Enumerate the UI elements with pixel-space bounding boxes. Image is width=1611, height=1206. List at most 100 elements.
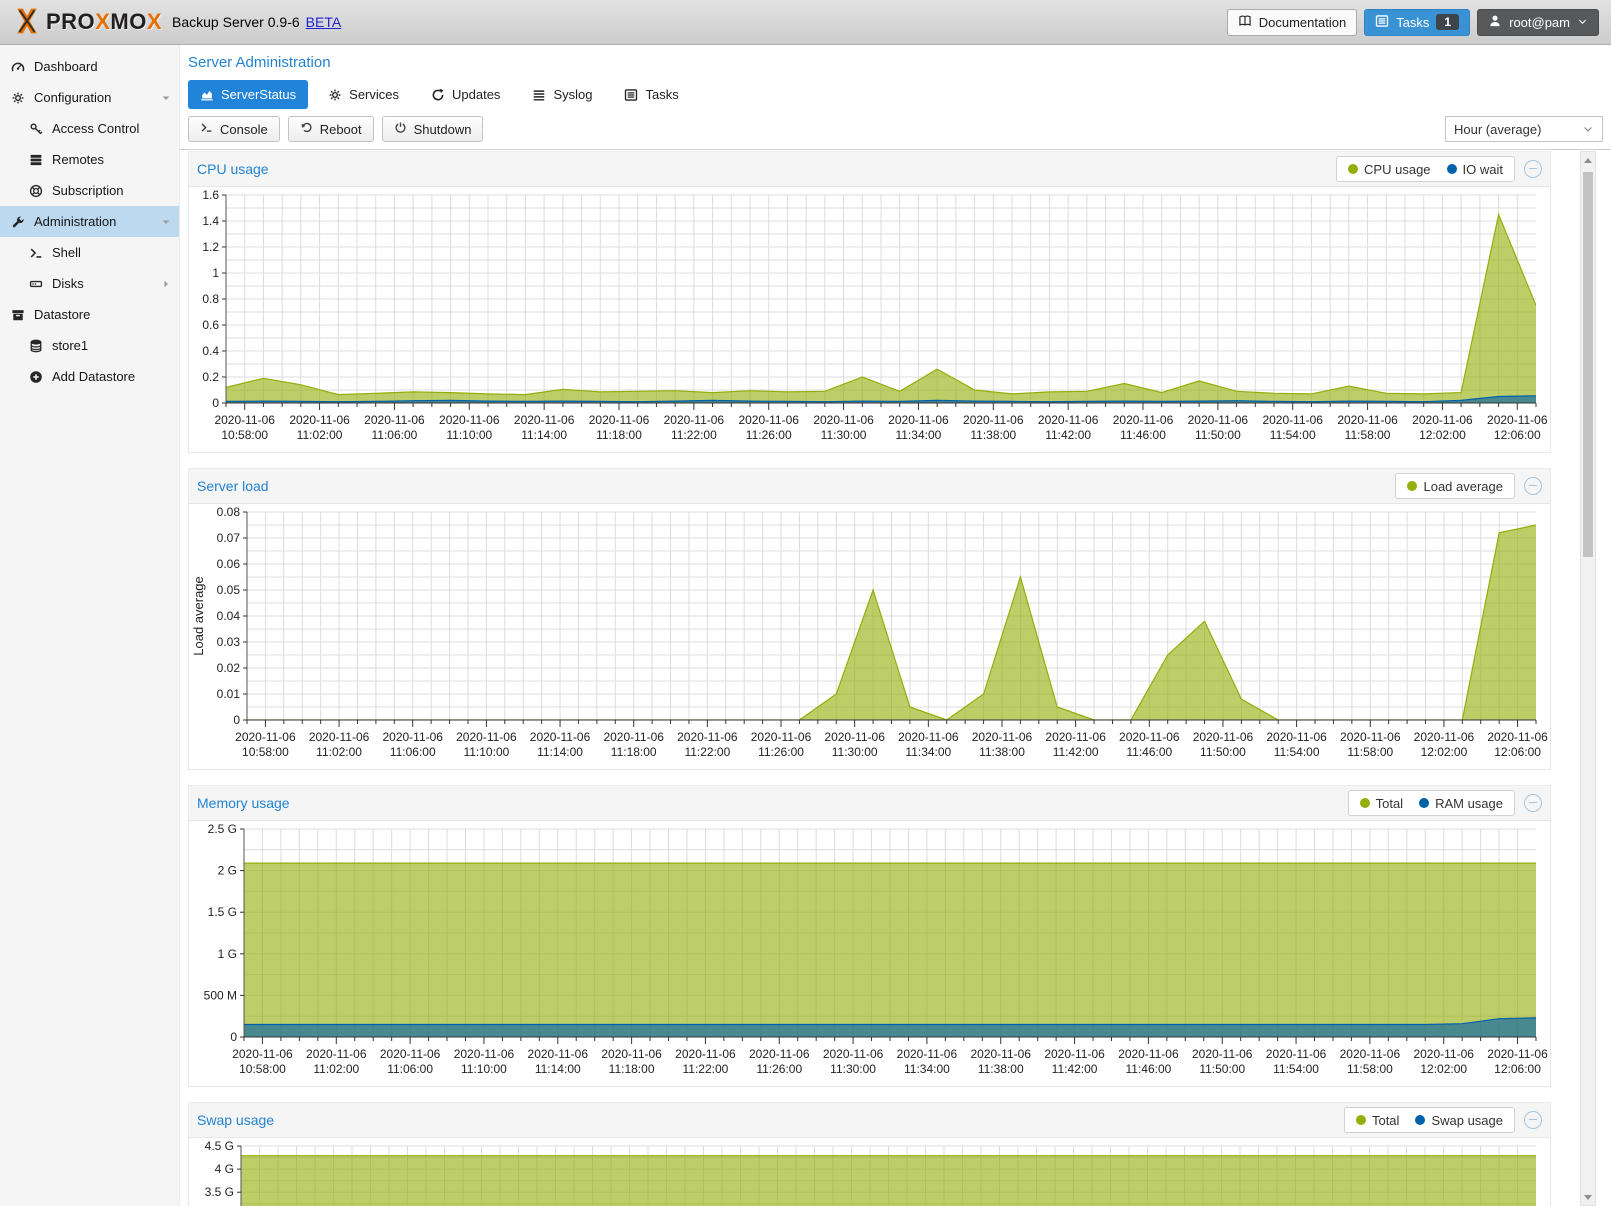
chevron-down-icon xyxy=(1577,15,1588,30)
chart-svg: 00.20.40.60.811.21.41.62020-11-0610:58:0… xyxy=(202,188,1548,442)
legend-item[interactable]: Total xyxy=(1359,795,1404,811)
tab-updates[interactable]: Updates xyxy=(419,80,512,109)
chart-legend[interactable]: Total Swap usage xyxy=(1343,1107,1515,1133)
svg-text:11:42:00: 11:42:00 xyxy=(1045,428,1091,442)
svg-text:2020-11-06: 2020-11-06 xyxy=(439,413,500,427)
documentation-button[interactable]: Documentation xyxy=(1226,8,1358,36)
tab-label: Tasks xyxy=(645,87,679,102)
svg-text:2020-11-06: 2020-11-06 xyxy=(514,413,575,427)
legend-item[interactable]: Total xyxy=(1355,1113,1399,1128)
svg-text:11:18:00: 11:18:00 xyxy=(596,428,642,442)
sidebar-item-dashboard[interactable]: Dashboard xyxy=(0,51,179,82)
svg-text:2020-11-06: 2020-11-06 xyxy=(456,730,517,744)
svg-text:2020-11-06: 2020-11-06 xyxy=(1188,413,1249,427)
legend-item[interactable]: CPU usage xyxy=(1348,162,1431,177)
shutdown-button[interactable]: Shutdown xyxy=(381,116,484,142)
console-button[interactable]: Console xyxy=(188,116,280,142)
tab-services[interactable]: Services xyxy=(316,80,411,109)
svg-text:4 G: 4 G xyxy=(215,1162,234,1176)
sidebar-item-subscription[interactable]: Subscription xyxy=(0,175,179,206)
svg-text:11:38:00: 11:38:00 xyxy=(979,745,1025,759)
tasks-label: Tasks xyxy=(1396,14,1430,30)
svg-text:11:38:00: 11:38:00 xyxy=(970,428,1016,442)
beta-link[interactable]: BETA xyxy=(305,14,342,30)
tab-syslog[interactable]: Syslog xyxy=(520,80,604,109)
sidebar-item-configuration[interactable]: Configuration xyxy=(0,82,179,113)
panel-header: CPU usage CPU usage IO wait xyxy=(188,151,1551,186)
sidebar-item-datastore[interactable]: Datastore xyxy=(0,299,179,330)
legend-item[interactable]: Load average xyxy=(1407,479,1503,494)
svg-text:2020-11-06: 2020-11-06 xyxy=(1487,730,1548,744)
server-icon xyxy=(28,153,43,167)
terminal-icon xyxy=(28,246,43,260)
collapse-panel-icon[interactable] xyxy=(1524,477,1542,495)
vertical-scrollbar[interactable] xyxy=(1580,151,1596,1206)
svg-text:2020-11-06: 2020-11-06 xyxy=(601,1047,662,1061)
svg-text:11:30:00: 11:30:00 xyxy=(832,745,878,759)
sidebar-item-disks[interactable]: Disks xyxy=(0,268,179,299)
tab-serverstatus[interactable]: ServerStatus xyxy=(188,80,309,109)
svg-text:11:10:00: 11:10:00 xyxy=(461,1062,507,1076)
legend-dot-icon xyxy=(1355,1115,1366,1125)
svg-text:2020-11-06: 2020-11-06 xyxy=(1337,413,1398,427)
legend-dot-icon xyxy=(1419,798,1430,808)
sidebar-item-add-datastore[interactable]: Add Datastore xyxy=(0,361,179,392)
svg-text:2020-11-06: 2020-11-06 xyxy=(309,730,370,744)
svg-text:0.06: 0.06 xyxy=(217,557,241,571)
panel-title: Memory usage xyxy=(197,795,290,811)
svg-text:1.4: 1.4 xyxy=(202,214,219,228)
caret-down-icon xyxy=(160,216,172,228)
reboot-button[interactable]: Reboot xyxy=(287,116,374,142)
svg-text:2020-11-06: 2020-11-06 xyxy=(813,413,874,427)
svg-text:2 G: 2 G xyxy=(218,864,237,878)
terminal-icon xyxy=(200,121,213,137)
collapse-panel-icon[interactable] xyxy=(1524,1111,1542,1129)
svg-text:2020-11-06: 2020-11-06 xyxy=(1192,1047,1253,1061)
timeframe-select[interactable]: Hour (average) xyxy=(1445,116,1603,142)
sidebar-item-store1[interactable]: store1 xyxy=(0,330,179,361)
panel-server-load: Server load Load average 0 0.01 0.02 0.03 0.04… xyxy=(188,468,1551,770)
sidebar-item-remotes[interactable]: Remotes xyxy=(0,144,179,175)
chart-legend[interactable]: Total RAM usage xyxy=(1347,790,1515,816)
sidebar: Dashboard Configuration Access Control Remo… xyxy=(0,45,180,1206)
collapse-panel-icon[interactable] xyxy=(1524,794,1542,812)
scroll-up-arrow[interactable] xyxy=(1581,152,1595,168)
panel-title: Swap usage xyxy=(197,1112,275,1128)
legend-label: Total xyxy=(1375,795,1404,811)
svg-text:11:54:00: 11:54:00 xyxy=(1270,428,1316,442)
collapse-panel-icon[interactable] xyxy=(1524,160,1542,178)
console-label: Console xyxy=(220,121,268,137)
chart-legend[interactable]: CPU usage IO wait xyxy=(1336,156,1515,182)
sidebar-item-access-control[interactable]: Access Control xyxy=(0,113,179,144)
legend-item[interactable]: IO wait xyxy=(1446,161,1503,177)
legend-label: IO wait xyxy=(1462,161,1503,177)
user-menu-button[interactable]: root@pam xyxy=(1477,8,1599,36)
svg-text:2020-11-06: 2020-11-06 xyxy=(897,1047,958,1061)
legend-item[interactable]: Swap usage xyxy=(1415,1113,1503,1128)
main-area: Server Administration ServerStatus Servic… xyxy=(180,45,1611,1206)
svg-text:11:54:00: 11:54:00 xyxy=(1274,745,1320,759)
svg-text:Load average: Load average xyxy=(191,576,206,656)
svg-text:11:26:00: 11:26:00 xyxy=(746,428,792,442)
chart-legend[interactable]: Load average xyxy=(1395,473,1515,499)
svg-text:2020-11-06: 2020-11-06 xyxy=(677,730,738,744)
user-icon xyxy=(1488,14,1502,31)
sidebar-item-shell[interactable]: Shell xyxy=(0,237,179,268)
svg-text:0.01: 0.01 xyxy=(217,687,241,701)
scrollbar-thumb[interactable] xyxy=(1583,172,1593,557)
caret-down-icon xyxy=(160,92,172,104)
legend-item[interactable]: RAM usage xyxy=(1419,796,1503,811)
list-icon xyxy=(532,88,546,102)
panel-header: Memory usage Total RAM usage xyxy=(188,785,1551,820)
hdd-icon xyxy=(28,277,43,291)
gears-icon xyxy=(10,91,25,105)
tab-label: Services xyxy=(349,87,400,102)
sidebar-item-administration[interactable]: Administration xyxy=(0,206,179,237)
svg-text:2020-11-06: 2020-11-06 xyxy=(232,1047,293,1061)
tab-tasks[interactable]: Tasks xyxy=(612,80,690,109)
tasks-button[interactable]: Tasks 1 xyxy=(1364,8,1471,36)
book-icon xyxy=(1238,14,1252,31)
scroll-down-arrow[interactable] xyxy=(1581,1189,1595,1205)
